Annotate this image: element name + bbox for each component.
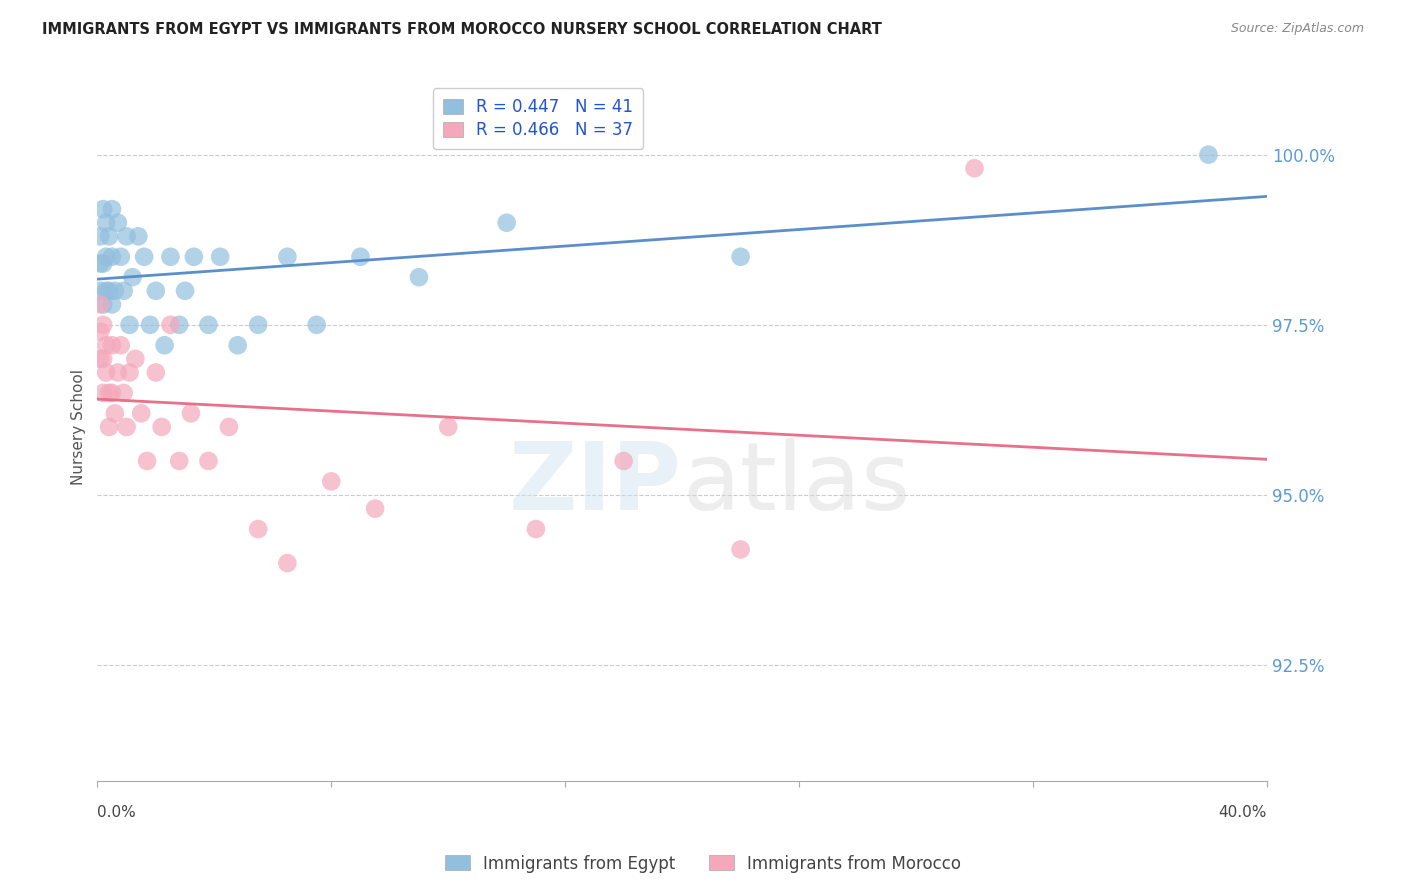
Point	[98, 284, 121, 298]
Point	[226, 338, 249, 352]
Point	[91, 256, 114, 270]
Point	[305, 318, 328, 332]
Point	[145, 366, 167, 380]
Point	[209, 250, 232, 264]
Point	[115, 420, 138, 434]
Point	[167, 318, 190, 332]
Point	[107, 366, 129, 380]
Point	[112, 284, 135, 298]
Point	[91, 297, 114, 311]
Point	[495, 216, 517, 230]
Point	[101, 250, 124, 264]
Point	[115, 229, 138, 244]
Point	[145, 284, 167, 298]
Point	[276, 556, 298, 570]
Point	[408, 270, 430, 285]
Point	[1197, 147, 1219, 161]
Point	[150, 420, 173, 434]
Legend: Immigrants from Egypt, Immigrants from Morocco: Immigrants from Egypt, Immigrants from M…	[439, 848, 967, 880]
Point	[247, 318, 270, 332]
Point	[180, 406, 202, 420]
Point	[437, 420, 460, 434]
Point	[197, 318, 219, 332]
Point	[89, 256, 111, 270]
Point	[89, 284, 111, 298]
Point	[94, 338, 117, 352]
Text: 40.0%: 40.0%	[1219, 805, 1267, 820]
Point	[101, 297, 124, 311]
Point	[524, 522, 547, 536]
Point	[94, 250, 117, 264]
Point	[94, 284, 117, 298]
Point	[110, 250, 132, 264]
Point	[159, 318, 181, 332]
Point	[91, 385, 114, 400]
Point	[94, 366, 117, 380]
Point	[89, 297, 111, 311]
Point	[89, 351, 111, 366]
Point	[613, 454, 636, 468]
Point	[136, 454, 159, 468]
Point	[101, 338, 124, 352]
Point	[349, 250, 371, 264]
Point	[107, 216, 129, 230]
Point	[963, 161, 986, 176]
Point	[730, 250, 752, 264]
Point	[94, 216, 117, 230]
Point	[174, 284, 197, 298]
Point	[218, 420, 240, 434]
Point	[118, 366, 141, 380]
Point	[127, 229, 149, 244]
Point	[121, 270, 143, 285]
Point	[91, 202, 114, 216]
Point	[124, 351, 146, 366]
Text: ZIP: ZIP	[509, 438, 682, 530]
Text: atlas: atlas	[682, 438, 910, 530]
Point	[89, 325, 111, 339]
Point	[321, 475, 343, 489]
Point	[98, 385, 121, 400]
Point	[134, 250, 156, 264]
Point	[110, 338, 132, 352]
Legend: R = 0.447   N = 41, R = 0.466   N = 37: R = 0.447 N = 41, R = 0.466 N = 37	[433, 88, 644, 149]
Text: Source: ZipAtlas.com: Source: ZipAtlas.com	[1230, 22, 1364, 36]
Point	[159, 250, 181, 264]
Point	[89, 229, 111, 244]
Point	[183, 250, 205, 264]
Point	[104, 406, 127, 420]
Point	[197, 454, 219, 468]
Text: 0.0%: 0.0%	[97, 805, 136, 820]
Point	[153, 338, 176, 352]
Point	[129, 406, 152, 420]
Point	[730, 542, 752, 557]
Point	[364, 501, 387, 516]
Point	[112, 385, 135, 400]
Point	[98, 420, 121, 434]
Point	[118, 318, 141, 332]
Point	[139, 318, 162, 332]
Text: IMMIGRANTS FROM EGYPT VS IMMIGRANTS FROM MOROCCO NURSERY SCHOOL CORRELATION CHAR: IMMIGRANTS FROM EGYPT VS IMMIGRANTS FROM…	[42, 22, 882, 37]
Point	[91, 318, 114, 332]
Point	[98, 229, 121, 244]
Point	[104, 284, 127, 298]
Point	[101, 385, 124, 400]
Point	[101, 202, 124, 216]
Point	[91, 351, 114, 366]
Y-axis label: Nursery School: Nursery School	[72, 369, 86, 485]
Point	[276, 250, 298, 264]
Point	[247, 522, 270, 536]
Point	[167, 454, 190, 468]
